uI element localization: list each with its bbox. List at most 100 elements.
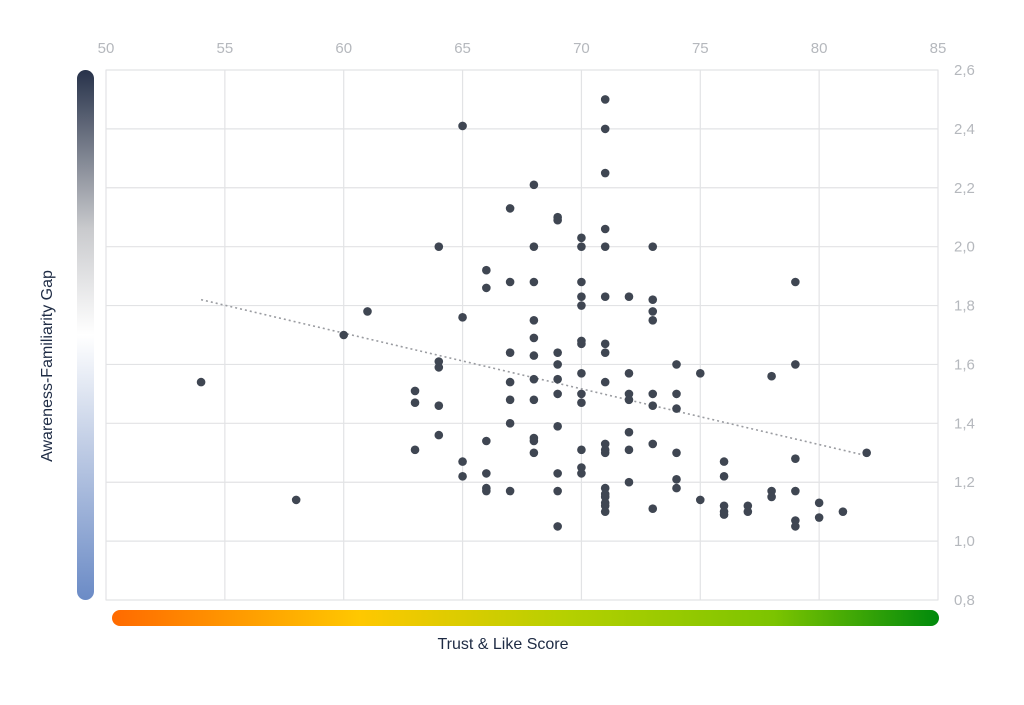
data-point [791,454,800,463]
data-point [791,516,800,525]
data-point [458,472,467,481]
data-point [577,277,586,287]
x-tick-label: 85 [930,40,947,57]
data-point [529,277,539,287]
data-point [553,522,562,531]
y-tick-label: 1,8 [954,298,975,315]
data-point [624,477,634,487]
data-point [814,498,824,508]
data-point [196,377,206,387]
data-point [624,368,634,378]
data-point [672,474,681,484]
data-point [600,348,610,357]
data-point [553,421,562,431]
data-point [291,495,301,505]
x-tick-label: 55 [217,40,234,57]
data-point [505,486,515,496]
x-tick-label: 50 [98,40,115,57]
y-tick-label: 2,4 [954,121,975,138]
data-point [791,277,800,287]
y-gradient-bar [77,70,94,600]
data-point [505,204,515,213]
data-point [482,486,491,496]
data-point [600,168,610,178]
data-point [672,483,681,493]
data-point [577,242,586,251]
data-point [600,492,610,502]
data-point [553,374,562,384]
data-point [648,315,658,325]
data-point [600,339,610,349]
y-tick-label: 1,6 [954,356,975,373]
data-point [529,180,539,190]
data-point [529,448,539,458]
data-point [410,386,420,396]
data-point [600,124,610,134]
data-point [648,307,658,316]
data-point [434,430,444,440]
x-tick-label: 75 [692,40,709,57]
data-point [434,357,444,366]
data-point [695,368,705,378]
data-point [600,507,610,516]
data-point [672,389,681,399]
data-point [410,398,420,408]
y-tick-label: 1,0 [954,533,975,550]
data-point [648,389,658,399]
data-point [482,265,491,275]
data-point [458,121,467,131]
data-point [529,374,539,384]
data-point [648,242,658,251]
data-point [600,95,610,104]
data-point [553,360,562,369]
data-point [600,377,610,387]
data-point [482,436,491,446]
data-point [434,363,444,372]
data-point [577,292,586,302]
data-point [577,339,586,349]
data-point [624,395,634,405]
data-point [458,313,467,322]
data-point [624,445,634,455]
data-point [648,439,658,449]
data-point [505,348,515,357]
data-point [553,215,562,225]
data-point [719,472,729,481]
data-point [505,277,515,287]
data-point [458,457,467,466]
data-point [577,445,586,455]
data-point [529,351,539,360]
data-point [719,457,729,466]
data-point [600,439,610,449]
data-point [672,448,681,458]
x-tick-label: 80 [811,40,828,57]
data-point [791,360,800,369]
data-point [577,469,586,478]
data-point [767,486,776,496]
y-tick-label: 2,2 [954,180,975,197]
data-point [791,522,800,531]
data-point [482,283,491,293]
data-point [767,492,776,502]
data-point [648,295,658,304]
data-point [672,404,681,413]
data-point [553,348,562,357]
data-point [553,469,562,478]
y-tick-label: 1,4 [954,415,975,432]
data-point [672,360,681,369]
y-axis-ticks: 0,8 1,0 1,2 1,4 1,6 1,8 2,0 2,2 2,4 2,6 [954,62,975,609]
y-tick-label: 1,2 [954,474,975,491]
x-axis-title: Trust & Like Score [437,636,568,653]
data-point [529,395,539,405]
data-point [600,292,610,302]
data-point [719,510,729,519]
x-gradient-bar [112,610,939,626]
y-tick-label: 2,0 [954,239,975,256]
data-point [767,371,776,381]
data-point [743,507,753,516]
x-axis-ticks: 50 55 60 65 70 75 80 85 [98,40,947,57]
data-point [553,486,562,496]
data-point [600,224,610,234]
y-tick-label: 0,8 [954,592,975,609]
data-point [600,448,610,458]
